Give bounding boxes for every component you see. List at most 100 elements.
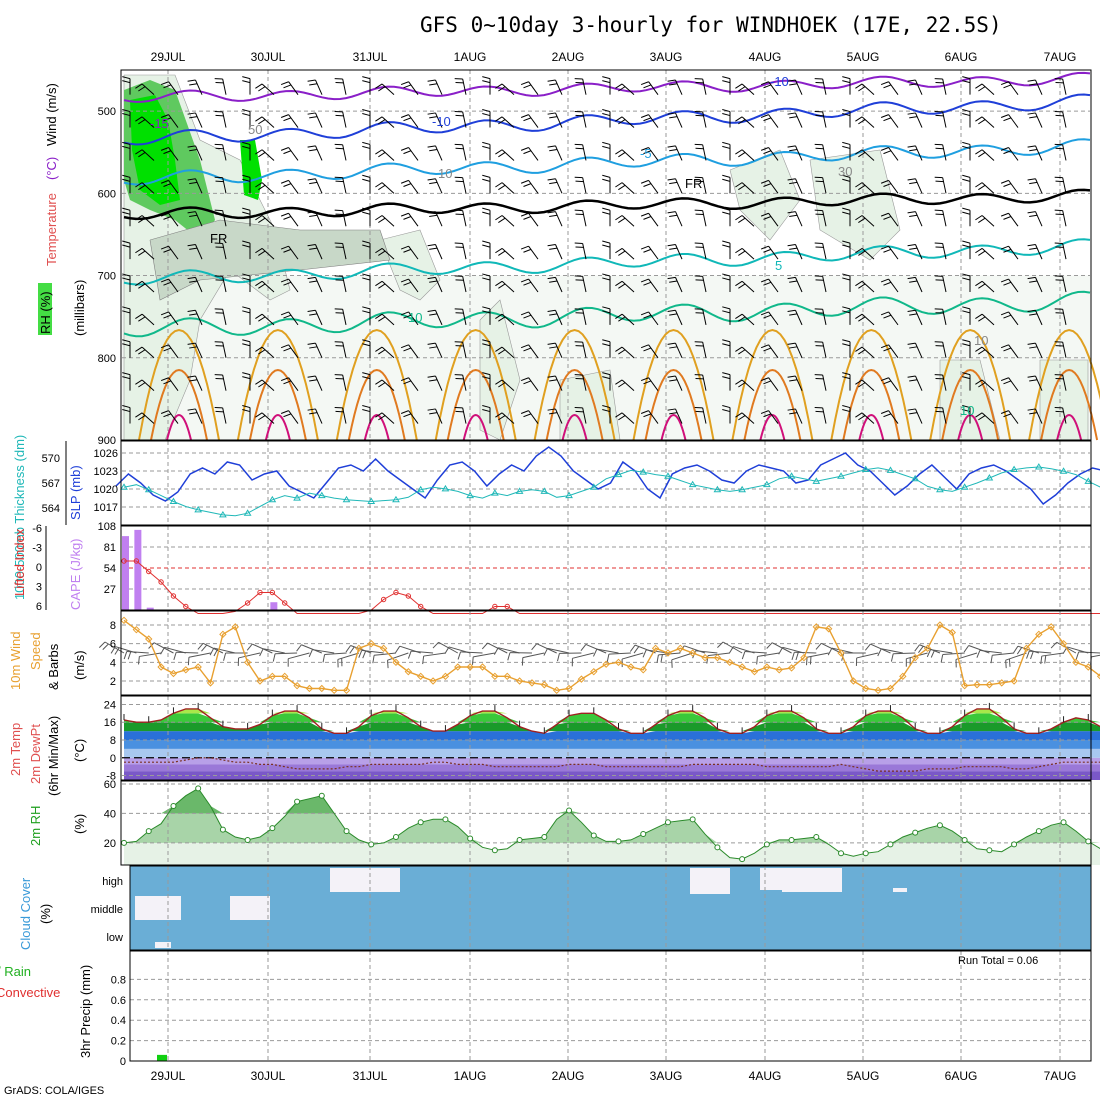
upper-wind-barb-feather xyxy=(482,211,491,215)
upper-wind-barb xyxy=(160,278,179,293)
upper-wind-barb-feather xyxy=(135,116,143,122)
upper-wind-barb xyxy=(694,308,707,325)
upper-wind-barb-feather xyxy=(1000,114,1009,118)
upper-wind-barb xyxy=(135,182,155,194)
temp-label-2: 2m DewPt xyxy=(28,724,43,784)
upper-wind-barb-feather xyxy=(909,280,918,283)
upper-wind-barb-feather xyxy=(1027,112,1036,115)
upper-wind-barb-shaft xyxy=(168,81,179,95)
temperature-band xyxy=(124,764,1100,772)
upper-wind-barb-feather xyxy=(738,283,746,289)
upper-wind-barb-feather xyxy=(618,86,626,92)
upper-wind-barb-shaft xyxy=(822,276,827,293)
upper-wind-barb xyxy=(375,83,395,96)
precip-tick: 0.6 xyxy=(111,995,126,1007)
lifted-index-marker xyxy=(282,600,288,606)
upper-wind-barb-feather xyxy=(429,412,438,415)
upper-wind-barb xyxy=(842,273,851,292)
thickness-marker xyxy=(392,495,400,503)
wind-speed-marker xyxy=(948,628,956,637)
upper-wind-barb-shaft xyxy=(141,149,155,161)
upper-wind-barb-shaft xyxy=(435,178,443,194)
upper-wind-barb-feather xyxy=(883,150,892,155)
rh-marker xyxy=(1011,841,1018,848)
upper-wind-barb xyxy=(400,245,419,260)
upper-wind-barb-feather xyxy=(615,116,623,122)
rh-shade xyxy=(559,369,621,441)
rh-legend-swatch xyxy=(38,283,52,335)
top-date-label: 29JUL xyxy=(151,50,186,64)
upper-wind-barb-feather xyxy=(975,182,983,188)
upper-wind-barb-shaft xyxy=(942,210,947,227)
upper-wind-barb-shaft xyxy=(861,83,875,96)
lifted-index-marker xyxy=(133,558,140,564)
upper-wind-barb-feather xyxy=(495,313,503,319)
upper-wind-barb-feather xyxy=(427,276,436,280)
upper-wind-barb-feather xyxy=(962,145,971,149)
upper-wind-barb xyxy=(122,174,131,194)
upper-wind-barb xyxy=(122,339,131,358)
hot-contour xyxy=(660,413,687,441)
upper-wind-barb-feather xyxy=(722,277,731,281)
upper-wind-barb-feather xyxy=(842,80,851,84)
upper-wind-barb-feather xyxy=(643,314,652,319)
upper-wind-barb-feather xyxy=(280,377,289,382)
upper-wind-barb-shaft xyxy=(501,215,515,227)
surface-wind-barb xyxy=(259,648,285,657)
upper-wind-barb-feather xyxy=(842,343,851,347)
surface-wind-barb-feather xyxy=(642,649,647,658)
rh-area-high xyxy=(124,788,1100,814)
upper-wind-barb-feather xyxy=(669,116,678,119)
top-date-label: 2AUG xyxy=(552,50,585,64)
surface-wind-barb-feather xyxy=(349,646,355,654)
upper-wind-barb-feather xyxy=(283,183,292,187)
upper-wind-barb-feather xyxy=(160,410,169,414)
upper-wind-barb-shaft xyxy=(435,277,443,293)
surface-wind-barb-feather xyxy=(741,651,746,660)
upper-wind-barb-feather xyxy=(523,84,532,89)
wind-frame xyxy=(120,610,1092,696)
upper-wind-barb-feather xyxy=(602,80,611,84)
upper-wind-barb-feather xyxy=(378,382,386,388)
upper-wind-barb-feather xyxy=(643,216,652,220)
upper-wind-barb-shaft xyxy=(435,145,443,161)
wind-unit: (m/s) xyxy=(72,650,87,680)
upper-wind-barb-feather xyxy=(618,119,626,125)
upper-wind-barb-feather xyxy=(187,178,196,181)
upper-wind-barb-feather xyxy=(640,179,649,184)
upper-wind-barb-feather xyxy=(883,413,892,418)
upper-wind-barb xyxy=(814,176,827,194)
cloud-block xyxy=(893,888,907,892)
upper-wind-barb-feather xyxy=(378,283,386,289)
upper-wind-barb-shaft xyxy=(168,344,179,359)
upper-wind-barb-feather xyxy=(495,182,503,188)
upper-wind-barb-feather xyxy=(669,148,678,152)
upper-wind-barb-shaft xyxy=(861,346,875,359)
surface-wind-barb-shaft xyxy=(176,651,199,654)
wind-speed-marker xyxy=(145,635,153,643)
upper-wind-barb-feather xyxy=(760,212,769,217)
upper-wind-barb-feather xyxy=(1003,117,1012,122)
upper-wind-barb-feather xyxy=(722,80,731,84)
upper-wind-barb xyxy=(787,244,803,260)
upper-wind-barb-feather xyxy=(842,405,851,409)
upper-wind-barb-feather xyxy=(842,207,851,211)
temp-unit: (°C) xyxy=(72,739,87,762)
surface-wind-barb xyxy=(521,652,545,666)
upper-wind-barb-feather xyxy=(242,310,251,314)
upper-wind-barb-feather xyxy=(735,412,743,418)
upper-wind-barb-feather xyxy=(189,116,198,119)
upper-wind-barb-feather xyxy=(842,306,851,310)
surface-wind-barb xyxy=(1090,654,1100,665)
upper-wind-barb-shaft xyxy=(822,210,827,227)
upper-wind-barb-feather xyxy=(789,313,798,316)
upper-wind-barb-feather xyxy=(858,316,866,322)
upper-wind-barb-feather xyxy=(842,113,851,117)
upper-wind-barb-feather xyxy=(523,183,532,187)
upper-wind-barb xyxy=(242,306,251,325)
surface-wind-barb-shaft xyxy=(423,652,446,657)
upper-wind-barb-feather xyxy=(842,109,851,113)
upper-wind-barb-feather xyxy=(722,409,731,413)
surface-wind-barb xyxy=(272,652,298,662)
